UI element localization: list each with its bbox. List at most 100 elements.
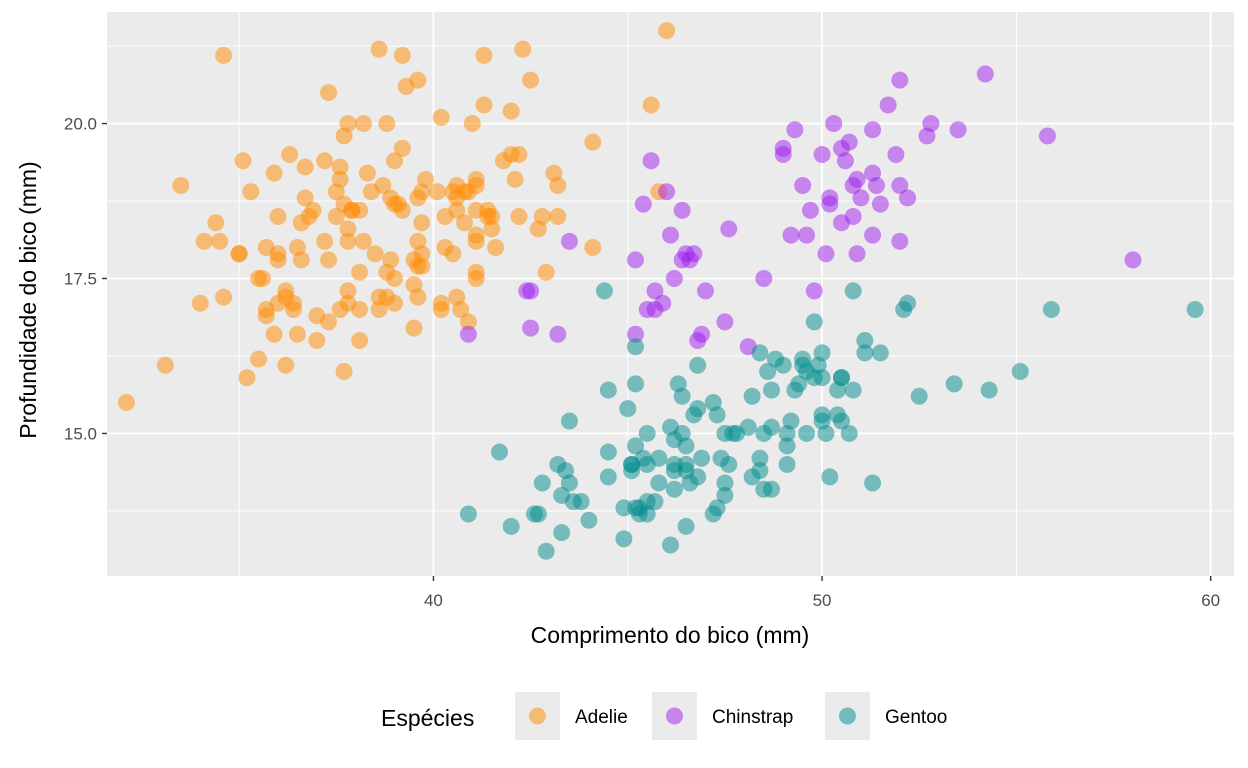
legend-items: Adelie Chinstrap Gentoo <box>515 692 947 740</box>
data-point-adelie <box>335 127 353 145</box>
data-point-chinstrap <box>798 226 816 244</box>
data-point-chinstrap <box>634 195 652 213</box>
data-point-gentoo <box>871 344 889 362</box>
data-point-gentoo <box>751 462 769 480</box>
data-point-gentoo <box>623 462 641 480</box>
data-point-gentoo <box>798 424 816 442</box>
legend-label: Gentoo <box>885 707 947 728</box>
data-point-adelie <box>386 152 404 170</box>
data-point-gentoo <box>560 412 578 430</box>
data-point-gentoo <box>716 424 734 442</box>
data-point-gentoo <box>689 356 707 374</box>
data-point-adelie <box>432 294 450 312</box>
data-point-chinstrap <box>879 96 897 114</box>
data-point-chinstrap <box>646 300 664 318</box>
data-point-chinstrap <box>673 201 691 219</box>
data-point-adelie <box>172 177 190 195</box>
data-point-adelie <box>467 270 485 288</box>
data-point-gentoo <box>459 505 477 523</box>
data-point-gentoo <box>790 375 808 393</box>
data-point-adelie <box>230 245 248 263</box>
data-point-gentoo <box>599 443 617 461</box>
data-point-gentoo <box>763 381 781 399</box>
x-axis-tick-labels: 40 50 60 <box>424 591 1220 610</box>
data-point-gentoo <box>665 462 683 480</box>
data-point-gentoo <box>650 474 668 492</box>
data-point-adelie <box>339 220 357 238</box>
data-point-adelie <box>351 263 369 281</box>
data-point-chinstrap <box>805 282 823 300</box>
data-point-gentoo <box>739 418 757 436</box>
data-point-adelie <box>320 313 338 331</box>
data-point-adelie <box>413 245 431 263</box>
data-point-adelie <box>316 152 334 170</box>
data-point-adelie <box>452 300 470 318</box>
data-point-chinstrap <box>794 177 812 195</box>
data-point-adelie <box>428 183 446 201</box>
data-point-adelie <box>463 115 481 133</box>
data-point-chinstrap <box>891 232 909 250</box>
data-point-adelie <box>207 214 225 232</box>
data-point-gentoo <box>712 449 730 467</box>
data-point-adelie <box>510 208 528 226</box>
legend: Espécies Adelie Chinstrap Gentoo <box>381 692 947 740</box>
data-point-adelie <box>393 46 411 64</box>
data-point-chinstrap <box>922 115 940 133</box>
data-point-adelie <box>432 108 450 126</box>
data-point-gentoo <box>751 449 769 467</box>
data-point-adelie <box>253 270 271 288</box>
data-point-chinstrap <box>825 115 843 133</box>
data-point-gentoo <box>856 344 874 362</box>
y-axis-title: Profundidade do bico (mm) <box>15 161 41 438</box>
data-point-chinstrap <box>864 226 882 244</box>
data-point-adelie <box>510 146 528 164</box>
data-point-adelie <box>358 164 376 182</box>
data-point-gentoo <box>755 480 773 498</box>
data-point-adelie <box>195 232 213 250</box>
data-point-adelie <box>343 201 361 219</box>
data-point-adelie <box>339 282 357 300</box>
data-point-gentoo <box>595 282 613 300</box>
data-point-gentoo <box>832 412 850 430</box>
data-point-chinstrap <box>627 251 645 269</box>
data-point-gentoo <box>716 474 734 492</box>
data-point-adelie <box>327 208 345 226</box>
x-tick-label: 50 <box>813 591 832 610</box>
data-point-chinstrap <box>522 282 540 300</box>
data-point-gentoo <box>537 542 555 560</box>
data-point-adelie <box>483 220 501 238</box>
data-point-chinstrap <box>1124 251 1142 269</box>
legend-item-adelie: Adelie <box>515 692 628 740</box>
data-point-adelie <box>506 170 524 188</box>
x-tick-label: 60 <box>1201 591 1220 610</box>
data-point-adelie <box>409 288 427 306</box>
data-point-gentoo <box>599 468 617 486</box>
data-point-gentoo <box>599 381 617 399</box>
series-adelie <box>117 22 676 411</box>
data-point-gentoo <box>615 530 633 548</box>
data-point-gentoo <box>627 437 645 455</box>
data-point-gentoo <box>662 536 679 554</box>
data-point-gentoo <box>716 486 734 504</box>
data-point-adelie <box>494 152 512 170</box>
y-tick-label: 20.0 <box>64 115 97 134</box>
data-point-adelie <box>436 208 454 226</box>
data-point-gentoo <box>491 443 509 461</box>
data-point-adelie <box>393 201 411 219</box>
data-point-gentoo <box>759 362 777 380</box>
data-point-gentoo <box>665 480 683 498</box>
data-point-gentoo <box>689 468 707 486</box>
data-point-adelie <box>378 263 396 281</box>
data-point-adelie <box>386 294 404 312</box>
data-point-adelie <box>502 102 520 120</box>
data-point-adelie <box>522 71 540 89</box>
data-point-gentoo <box>813 406 831 424</box>
data-point-chinstrap <box>867 177 885 195</box>
data-point-adelie <box>584 239 602 257</box>
data-point-chinstrap <box>848 245 866 263</box>
data-point-gentoo <box>553 486 571 504</box>
data-point-gentoo <box>751 344 769 362</box>
data-point-gentoo <box>794 356 812 374</box>
data-point-chinstrap <box>665 270 683 288</box>
